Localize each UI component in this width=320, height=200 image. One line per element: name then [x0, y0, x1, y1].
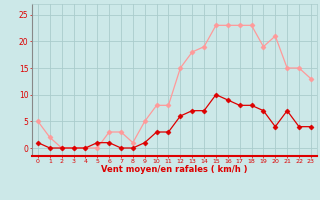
X-axis label: Vent moyen/en rafales ( km/h ): Vent moyen/en rafales ( km/h ) — [101, 165, 248, 174]
